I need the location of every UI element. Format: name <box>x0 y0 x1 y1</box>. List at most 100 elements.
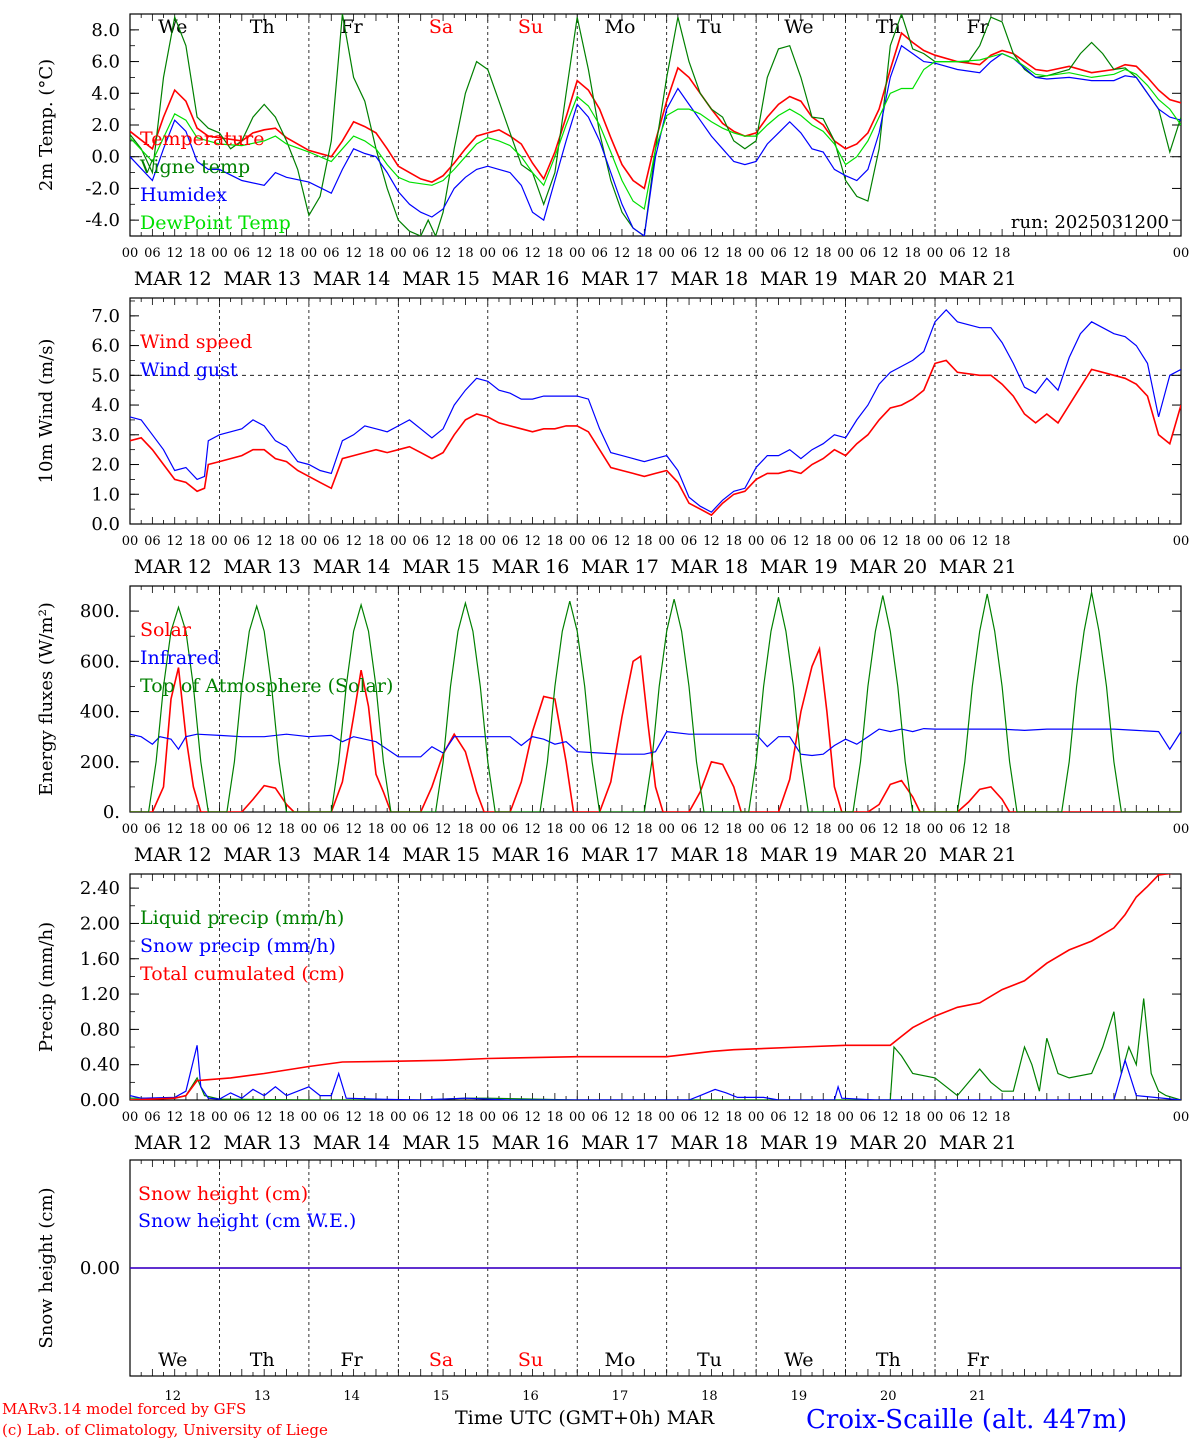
x-date-label: MAR 15 <box>402 844 480 866</box>
legend-entry: Snow height (cm) <box>138 1183 308 1205</box>
x-hour-label: 00 <box>1173 534 1190 549</box>
y-tick-label: 0.0 <box>91 514 120 535</box>
y-tick-label: 200. <box>80 752 120 773</box>
x-hour-label: 18 <box>725 822 742 837</box>
x-hour-label: 00 <box>301 534 318 549</box>
x-hour-label: 12 <box>703 1110 720 1125</box>
legend-entry: Humidex <box>140 184 227 206</box>
day-number-label: 17 <box>612 1389 629 1404</box>
x-hour-label: 00 <box>122 822 139 837</box>
legend-entry: Wind speed <box>140 331 252 353</box>
x-date-label: MAR 13 <box>223 268 301 290</box>
legend-entry: Snow precip (mm/h) <box>140 935 336 957</box>
x-hour-label: 00 <box>927 246 944 261</box>
weekday-label: Sa <box>429 16 453 38</box>
x-hour-label: 00 <box>301 246 318 261</box>
y-tick-label: 1.0 <box>91 484 120 505</box>
weekday-label: Sa <box>429 1349 453 1371</box>
footer-credit-model: MARv3.14 model forced by GFS <box>2 1400 246 1418</box>
x-hour-label: 18 <box>994 822 1011 837</box>
x-hour-label: 18 <box>636 1110 653 1125</box>
x-hour-label: 12 <box>793 1110 810 1125</box>
x-hour-label: 18 <box>278 246 295 261</box>
x-date-label: MAR 18 <box>671 556 749 578</box>
x-hour-label: 06 <box>323 822 340 837</box>
y-tick-label: 0.80 <box>80 1019 120 1040</box>
x-date-label: MAR 15 <box>402 556 480 578</box>
footer-credit-lab: (c) Lab. of Climatology, University of L… <box>2 1421 328 1439</box>
x-hour-label: 18 <box>904 822 921 837</box>
x-hour-label: 18 <box>994 246 1011 261</box>
day-number-label: 14 <box>343 1389 360 1404</box>
legend-entry: Liquid precip (mm/h) <box>140 907 344 929</box>
day-number-label: 19 <box>791 1389 808 1404</box>
legend-entry: Wind gust <box>140 359 238 381</box>
x-hour-label: 18 <box>368 246 385 261</box>
weekday-label: We <box>158 1349 187 1371</box>
x-hour-label: 00 <box>658 1110 675 1125</box>
x-date-label: MAR 13 <box>223 1132 301 1154</box>
x-date-label: MAR 21 <box>939 268 1017 290</box>
y-axis-label: 10m Wind (m/s) <box>36 339 57 484</box>
weekday-label: Tu <box>697 1349 722 1371</box>
x-hour-label: 12 <box>435 246 452 261</box>
x-hour-label: 18 <box>547 246 564 261</box>
x-date-label: MAR 16 <box>492 844 570 866</box>
x-hour-label: 06 <box>144 246 161 261</box>
series-wind-speed <box>130 359 1181 517</box>
x-date-label: MAR 15 <box>402 1132 480 1154</box>
x-hour-label: 12 <box>524 1110 541 1125</box>
x-hour-label: 00 <box>480 534 497 549</box>
y-tick-label: -2.0 <box>85 178 120 199</box>
x-hour-label: 06 <box>144 822 161 837</box>
x-hour-label: 06 <box>323 1110 340 1125</box>
x-hour-label: 06 <box>502 822 519 837</box>
x-hour-label: 12 <box>345 1110 362 1125</box>
x-hour-label: 00 <box>211 822 228 837</box>
x-hour-label: 12 <box>524 822 541 837</box>
weekday-label: We <box>784 16 813 38</box>
x-date-label: MAR 18 <box>671 1132 749 1154</box>
series-dewpoint-temp <box>130 52 1181 211</box>
x-date-label: MAR 21 <box>939 556 1017 578</box>
weekday-label: Su <box>518 1349 543 1371</box>
x-date-label: MAR 14 <box>313 268 391 290</box>
y-axis-label: 2m Temp. (°C) <box>36 59 57 191</box>
x-hour-label: 18 <box>547 534 564 549</box>
x-hour-label: 06 <box>591 822 608 837</box>
x-hour-label: 00 <box>390 822 407 837</box>
x-date-label: MAR 20 <box>849 556 927 578</box>
x-hour-label: 12 <box>256 822 273 837</box>
x-hour-label: 06 <box>681 1110 698 1125</box>
x-date-label: MAR 13 <box>223 844 301 866</box>
legend-entry: Total cumulated (cm) <box>140 963 345 985</box>
y-tick-label: 1.20 <box>80 984 120 1005</box>
x-hour-label: 06 <box>234 1110 251 1125</box>
x-hour-label: 06 <box>770 246 787 261</box>
x-hour-label: 18 <box>278 822 295 837</box>
x-date-label: MAR 21 <box>939 1132 1017 1154</box>
x-date-label: MAR 18 <box>671 844 749 866</box>
x-hour-label: 18 <box>457 822 474 837</box>
legend-entry: Temperature <box>140 128 264 150</box>
day-number-label: 16 <box>522 1389 539 1404</box>
x-hour-label: 12 <box>435 534 452 549</box>
x-hour-label: 00 <box>927 1110 944 1125</box>
x-date-label: MAR 17 <box>581 556 659 578</box>
x-hour-label: 12 <box>703 534 720 549</box>
x-hour-label: 00 <box>837 1110 854 1125</box>
x-hour-label: 12 <box>882 534 899 549</box>
x-hour-label: 18 <box>904 246 921 261</box>
x-hour-label: 12 <box>166 822 183 837</box>
panel-2: 0.0 1.0 2.0 3.0 4.0 5.0 6.0 7.0 10m Wind (m/s) 00… <box>36 297 1190 578</box>
x-hour-label: 00 <box>390 1110 407 1125</box>
panel-1: -4.0 -2.0 0.0 2.0 4.0 6.0 8.0 2m Temp. (°C) 00 06… <box>36 13 1189 290</box>
x-hour-label: 18 <box>815 1110 832 1125</box>
y-tick-label: 2.40 <box>80 878 120 899</box>
y-tick-label: 6.0 <box>91 336 120 357</box>
x-hour-label: 00 <box>122 534 139 549</box>
run-annotation: run: 2025031200 <box>1011 212 1169 233</box>
y-tick-label: 0.00 <box>80 1090 120 1111</box>
y-tick-label: 0. <box>103 802 120 823</box>
x-hour-label: 06 <box>681 534 698 549</box>
